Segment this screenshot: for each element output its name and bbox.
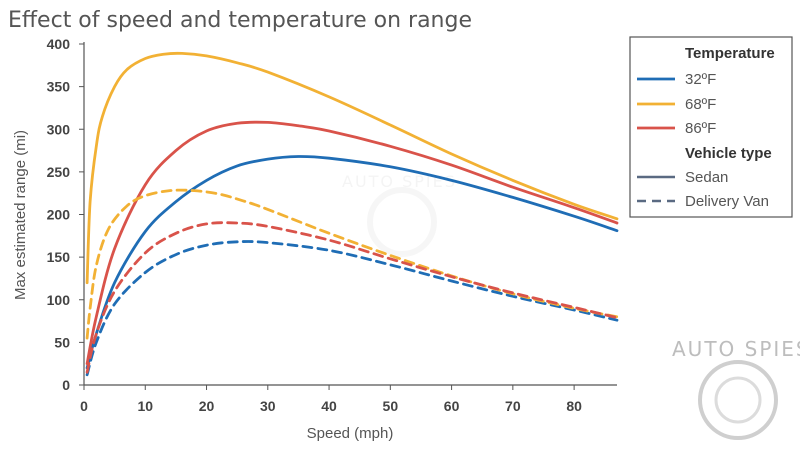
y-tick-label: 250: [47, 164, 71, 180]
x-tick-label: 0: [80, 398, 88, 414]
x-tick-label: 50: [383, 398, 399, 414]
chart-title: Effect of speed and temperature on range: [8, 8, 472, 33]
watermark-center-text: AUTO SPIES: [342, 172, 457, 191]
legend: Temperature 32ºF 68ºF 86ºF Vehicle type …: [629, 36, 793, 218]
axes: 0 50 100 150 200 250 300 350 400 0 10 20 30 40 50 60 70 8…: [47, 36, 617, 414]
y-tick-label: 0: [62, 377, 70, 393]
x-tick-label: 60: [444, 398, 460, 414]
x-axis-label: Speed (mph): [307, 425, 394, 442]
legend-label-68f: 68ºF: [685, 96, 716, 113]
x-tick-label: 10: [137, 398, 153, 414]
y-tick-label: 50: [54, 334, 70, 350]
x-tick-label: 70: [505, 398, 521, 414]
watermark-corner-inner-ring-icon: [714, 376, 762, 424]
legend-label-86f: 86ºF: [685, 120, 716, 137]
x-tick-label: 40: [321, 398, 337, 414]
legend-label-sedan: Sedan: [685, 169, 728, 186]
watermark-center: AUTO SPIES: [342, 172, 457, 257]
x-tick-label: 20: [199, 398, 215, 414]
legend-label-delivery-van: Delivery Van: [685, 193, 769, 210]
y-tick-label: 200: [47, 207, 71, 223]
watermark-center-globe-icon: [367, 187, 437, 257]
y-tick-label: 300: [47, 121, 71, 137]
series-layer: [85, 51, 619, 377]
y-axis-label: Max estimated range (mi): [12, 130, 29, 300]
series-line-32f-delivery-van: [85, 240, 619, 377]
x-tick-label: 30: [260, 398, 276, 414]
watermark-corner-text: AUTO SPIES: [672, 337, 800, 361]
y-tick-label: 400: [47, 36, 71, 52]
y-tick-label: 350: [47, 79, 71, 95]
legend-vehicle-title: Vehicle type: [685, 145, 772, 162]
legend-temperature-title: Temperature: [685, 45, 775, 62]
x-tick-label: 80: [566, 398, 582, 414]
legend-label-32f: 32ºF: [685, 71, 716, 88]
y-tick-label: 100: [47, 292, 71, 308]
y-tick-label: 150: [47, 249, 71, 265]
watermark-corner: AUTO SPIES: [672, 337, 800, 440]
series-line-32f-sedan: [85, 155, 619, 370]
series-line-86f-sedan: [85, 120, 619, 366]
series-line-86f-delivery-van: [85, 221, 619, 374]
watermark-corner-globe-icon: [698, 360, 778, 440]
series-line-68f-delivery-van: [85, 188, 619, 340]
series-line-68f-sedan: [85, 51, 619, 285]
